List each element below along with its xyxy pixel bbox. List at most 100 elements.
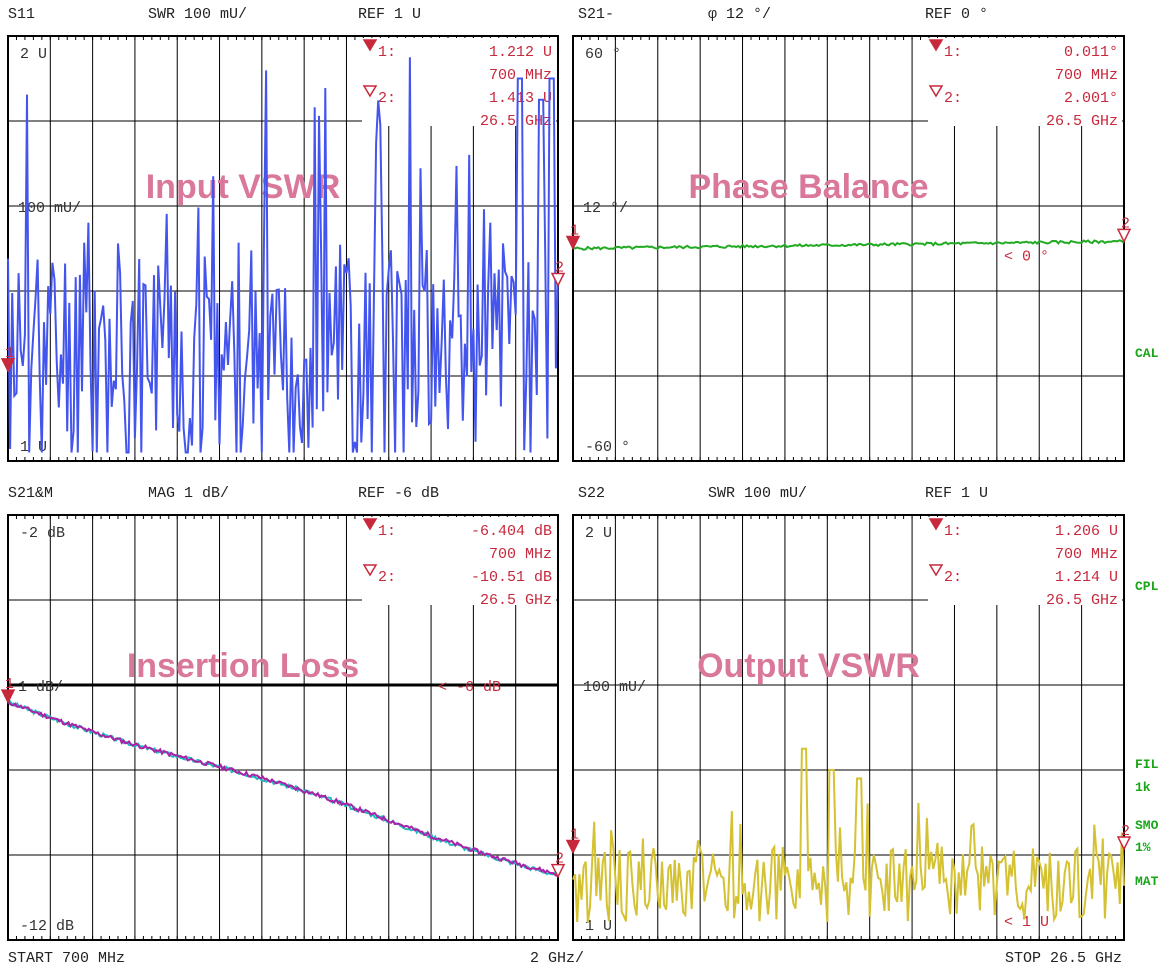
trace-line xyxy=(572,239,1125,251)
y-bottom-label: -12 dB xyxy=(20,918,74,935)
trace-ref: REF 1 U xyxy=(925,485,988,502)
trace-param: S11 xyxy=(8,6,35,23)
marker-value: 1.413 U xyxy=(489,90,552,107)
footer-start: START 700 MHz xyxy=(8,950,125,967)
marker-point-label: 1 xyxy=(5,676,14,693)
y-scale-label: 100 mU/ xyxy=(18,200,81,217)
marker-point-label: 1 xyxy=(570,222,579,239)
trace-param: S21- xyxy=(578,6,614,23)
limit-label: < 1 U xyxy=(1004,914,1049,931)
limit-label: < -6 dB xyxy=(438,679,501,696)
marker-id: 1: xyxy=(944,523,962,540)
marker-value: -10.51 dB xyxy=(471,569,552,586)
marker-box xyxy=(362,38,556,126)
marker-box xyxy=(928,517,1122,605)
marker-icon xyxy=(928,39,944,52)
marker-freq: 700 MHz xyxy=(1055,67,1118,84)
marker-id: 2: xyxy=(378,569,396,586)
marker-id: 1: xyxy=(378,523,396,540)
marker-freq: 700 MHz xyxy=(489,546,552,563)
trace-ref: REF -6 dB xyxy=(358,485,439,502)
marker-point-label: 2 xyxy=(555,851,564,868)
trace-ref: REF 0 ° xyxy=(925,6,988,23)
trace-format: φ 12 °/ xyxy=(708,6,771,23)
y-bottom-label: 1 U xyxy=(585,918,612,935)
y-top-label: 2 U xyxy=(20,46,47,63)
y-top-label: 2 U xyxy=(585,525,612,542)
marker-freq: 700 MHz xyxy=(489,67,552,84)
trace-line xyxy=(7,700,559,877)
marker-id: 2: xyxy=(944,569,962,586)
marker-value: -6.404 dB xyxy=(471,523,552,540)
marker-icon xyxy=(928,518,944,531)
trace-format: SWR 100 mU/ xyxy=(708,485,807,502)
side-label: SMO xyxy=(1135,818,1159,833)
marker-value: 1.212 U xyxy=(489,44,552,61)
marker-value: 0.011° xyxy=(1064,44,1118,61)
marker-point xyxy=(550,863,566,879)
marker-value: 2.001° xyxy=(1064,90,1118,107)
y-scale-label: 1 dB/ xyxy=(18,679,63,696)
trace-format: MAG 1 dB/ xyxy=(148,485,229,502)
marker-icon xyxy=(362,518,378,531)
marker-freq: 26.5 GHz xyxy=(1046,592,1118,609)
marker-point-label: 2 xyxy=(1121,215,1130,232)
side-label: FIL xyxy=(1135,757,1159,772)
side-label: 1k xyxy=(1135,780,1151,795)
marker-freq: 700 MHz xyxy=(1055,546,1118,563)
marker-icon xyxy=(362,85,378,98)
marker-point xyxy=(565,235,581,251)
marker-icon xyxy=(928,85,944,98)
y-scale-label: 100 mU/ xyxy=(583,679,646,696)
marker-freq: 26.5 GHz xyxy=(1046,113,1118,130)
panel-title: Insertion Loss xyxy=(127,647,359,685)
footer-div: 2 GHz/ xyxy=(530,950,584,967)
marker-point xyxy=(1116,228,1132,244)
plot-frame xyxy=(572,514,1125,941)
marker-point xyxy=(565,839,581,855)
marker-id: 1: xyxy=(944,44,962,61)
panel-title: Input VSWR xyxy=(146,168,341,206)
marker-box xyxy=(928,38,1122,126)
footer-stop: STOP 26.5 GHz xyxy=(1005,950,1122,967)
plot-frame xyxy=(7,35,559,462)
y-top-label: -2 dB xyxy=(20,525,65,542)
marker-point-label: 1 xyxy=(5,345,14,362)
marker-id: 2: xyxy=(378,90,396,107)
side-label: CPL xyxy=(1135,579,1159,594)
marker-box xyxy=(362,517,556,605)
marker-point xyxy=(550,272,566,288)
trace-ref: REF 1 U xyxy=(358,6,421,23)
y-bottom-label: 1 U xyxy=(20,439,47,456)
marker-point xyxy=(0,689,16,704)
marker-point xyxy=(1116,836,1132,851)
y-bottom-label: -60 ° xyxy=(585,439,630,456)
marker-icon xyxy=(362,39,378,52)
marker-id: 1: xyxy=(378,44,396,61)
marker-value: 1.214 U xyxy=(1055,569,1118,586)
marker-id: 2: xyxy=(944,90,962,107)
y-top-label: 60 ° xyxy=(585,46,621,63)
trace-line xyxy=(7,57,559,454)
marker-point xyxy=(0,358,16,373)
trace-format: SWR 100 mU/ xyxy=(148,6,247,23)
marker-freq: 26.5 GHz xyxy=(480,113,552,130)
marker-point-label: 1 xyxy=(570,826,579,843)
marker-value: 1.206 U xyxy=(1055,523,1118,540)
limit-label: < 0 ° xyxy=(1004,249,1049,266)
panel-title: Output VSWR xyxy=(697,647,920,685)
marker-point-label: 2 xyxy=(555,259,564,276)
y-scale-label: 12 °/ xyxy=(583,200,628,217)
marker-freq: 26.5 GHz xyxy=(480,592,552,609)
side-label: 1% xyxy=(1135,840,1151,855)
panel-title: Phase Balance xyxy=(688,168,928,206)
trace-param: S22 xyxy=(578,485,605,502)
trace-param: S21&M xyxy=(8,485,53,502)
plot-frame xyxy=(7,514,559,941)
marker-point-label: 2 xyxy=(1121,823,1130,840)
marker-icon xyxy=(928,564,944,577)
marker-icon xyxy=(362,564,378,577)
trace-line xyxy=(572,747,1125,924)
side-label: CAL xyxy=(1135,346,1159,361)
